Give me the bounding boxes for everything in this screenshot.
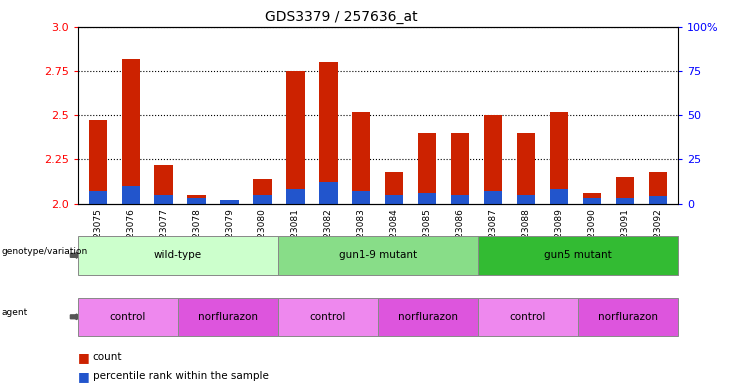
Text: norflurazon: norflurazon [198,312,258,322]
Bar [353,112,370,204]
Text: percentile rank within the sample: percentile rank within the sample [93,371,268,381]
Bar [517,133,536,204]
Bar [451,133,470,204]
Bar [122,59,139,204]
Bar [253,179,271,204]
Bar [187,198,205,204]
Bar [353,191,370,204]
Bar [286,71,305,204]
Bar [485,191,502,204]
Bar [220,200,239,204]
Text: gun1-9 mutant: gun1-9 mutant [339,250,417,260]
Bar [485,115,502,204]
Bar [88,121,107,204]
Text: norflurazon: norflurazon [398,312,458,322]
Text: count: count [93,352,122,362]
Bar [154,195,173,204]
Text: wild-type: wild-type [154,250,202,260]
Bar [385,172,403,204]
Bar [551,189,568,204]
Text: agent: agent [1,308,27,318]
Text: control: control [510,312,546,322]
Bar [517,195,536,204]
Bar [649,172,668,204]
Bar [253,195,271,204]
Text: ■: ■ [78,370,93,383]
Bar [617,198,634,204]
Bar [88,191,107,204]
Bar [419,193,436,204]
Text: norflurazon: norflurazon [598,312,658,322]
Bar [419,133,436,204]
Bar [154,165,173,204]
Bar [649,197,668,204]
Bar [551,112,568,204]
Bar [122,186,139,204]
Text: gun5 mutant: gun5 mutant [544,250,612,260]
Bar [286,189,305,204]
Text: control: control [110,312,146,322]
Bar [220,200,239,204]
Bar [319,182,337,204]
Bar [385,195,403,204]
Bar [583,193,602,204]
Text: control: control [310,312,346,322]
Bar [617,177,634,204]
Bar [451,195,470,204]
Text: GDS3379 / 257636_at: GDS3379 / 257636_at [265,10,417,23]
Bar [187,195,205,204]
Bar [319,62,337,204]
Bar [583,198,602,204]
Text: ■: ■ [78,351,93,364]
Text: genotype/variation: genotype/variation [1,247,87,256]
